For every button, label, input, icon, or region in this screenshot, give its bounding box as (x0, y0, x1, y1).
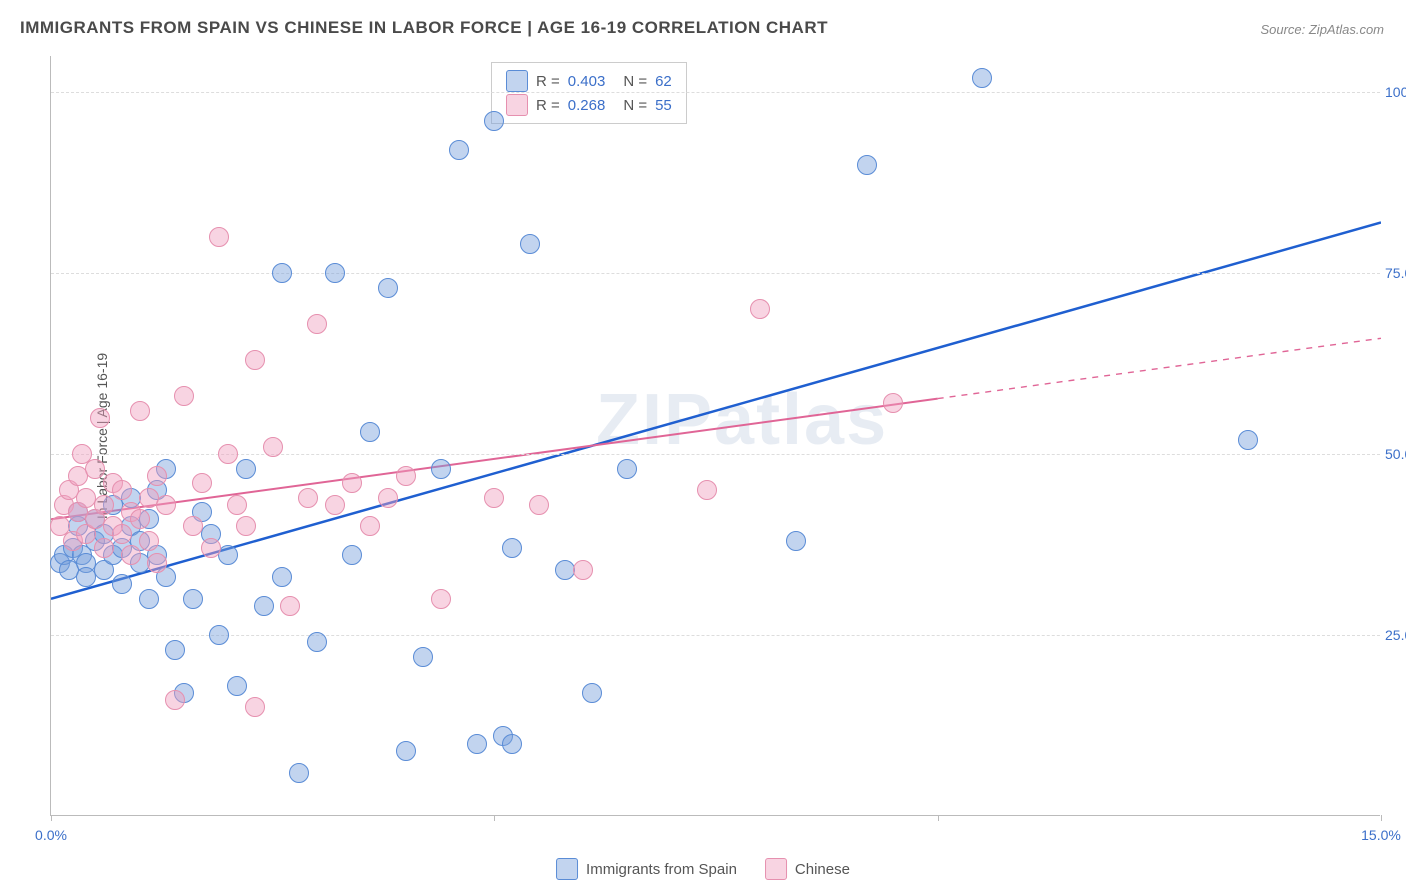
data-point (112, 480, 132, 500)
x-tick-mark (938, 815, 939, 821)
data-point (94, 538, 114, 558)
gridline (51, 454, 1380, 455)
x-tick-mark (51, 815, 52, 821)
data-point (272, 263, 292, 283)
data-point (520, 234, 540, 254)
data-point (147, 553, 167, 573)
data-point (325, 263, 345, 283)
data-point (227, 495, 247, 515)
data-point (413, 647, 433, 667)
data-point (972, 68, 992, 88)
data-point (342, 545, 362, 565)
data-point (582, 683, 602, 703)
y-axis-label: In Labor Force | Age 16-19 (94, 352, 110, 518)
data-point (431, 589, 451, 609)
y-tick-label: 50.0% (1385, 446, 1406, 462)
watermark: ZIPatlas (596, 379, 888, 461)
x-tick-label: 15.0% (1361, 827, 1401, 843)
data-point (209, 625, 229, 645)
legend-item: Chinese (765, 858, 850, 880)
data-point (529, 495, 549, 515)
data-point (94, 495, 114, 515)
data-point (502, 734, 522, 754)
data-point (325, 495, 345, 515)
data-point (467, 734, 487, 754)
data-point (360, 422, 380, 442)
data-point (130, 401, 150, 421)
data-point (201, 538, 221, 558)
data-point (245, 697, 265, 717)
data-point (786, 531, 806, 551)
data-point (263, 437, 283, 457)
y-tick-label: 25.0% (1385, 627, 1406, 643)
legend-item: Immigrants from Spain (556, 858, 737, 880)
data-point (857, 155, 877, 175)
data-point (174, 386, 194, 406)
data-point (218, 545, 238, 565)
x-tick-label: 0.0% (35, 827, 67, 843)
data-point (750, 299, 770, 319)
data-point (165, 690, 185, 710)
chart-title: IMMIGRANTS FROM SPAIN VS CHINESE IN LABO… (20, 18, 828, 38)
data-point (139, 589, 159, 609)
data-point (484, 111, 504, 131)
data-point (192, 473, 212, 493)
data-point (227, 676, 247, 696)
data-point (245, 350, 265, 370)
gridline (51, 92, 1380, 93)
data-point (378, 488, 398, 508)
data-point (697, 480, 717, 500)
data-point (209, 227, 229, 247)
data-point (236, 459, 256, 479)
y-tick-label: 100.0% (1385, 84, 1406, 100)
data-point (147, 466, 167, 486)
data-point (236, 516, 256, 536)
data-point (573, 560, 593, 580)
x-tick-mark (494, 815, 495, 821)
data-point (272, 567, 292, 587)
data-point (85, 459, 105, 479)
gridline (51, 273, 1380, 274)
data-point (883, 393, 903, 413)
data-point (112, 574, 132, 594)
legend-row: R = 0.403 N = 62 (506, 69, 672, 93)
data-point (378, 278, 398, 298)
data-point (121, 545, 141, 565)
data-point (183, 589, 203, 609)
data-point (139, 531, 159, 551)
data-point (90, 408, 110, 428)
data-point (617, 459, 637, 479)
data-point (396, 466, 416, 486)
x-tick-mark (1381, 815, 1382, 821)
data-point (431, 459, 451, 479)
data-point (130, 509, 150, 529)
source-label: Source: ZipAtlas.com (1260, 22, 1384, 37)
legend-row: R = 0.268 N = 55 (506, 93, 672, 117)
data-point (502, 538, 522, 558)
data-point (156, 495, 176, 515)
data-point (396, 741, 416, 761)
data-point (484, 488, 504, 508)
gridline (51, 635, 1380, 636)
data-point (307, 314, 327, 334)
data-point (449, 140, 469, 160)
data-point (1238, 430, 1258, 450)
data-point (360, 516, 380, 536)
data-point (165, 640, 185, 660)
data-point (298, 488, 318, 508)
data-point (254, 596, 274, 616)
series-legend: Immigrants from Spain Chinese (556, 858, 850, 880)
data-point (112, 524, 132, 544)
data-point (183, 516, 203, 536)
data-point (342, 473, 362, 493)
data-point (218, 444, 238, 464)
data-point (280, 596, 300, 616)
y-tick-label: 75.0% (1385, 265, 1406, 281)
data-point (307, 632, 327, 652)
data-point (289, 763, 309, 783)
scatter-chart: In Labor Force | Age 16-19 ZIPatlas R = … (50, 56, 1380, 816)
